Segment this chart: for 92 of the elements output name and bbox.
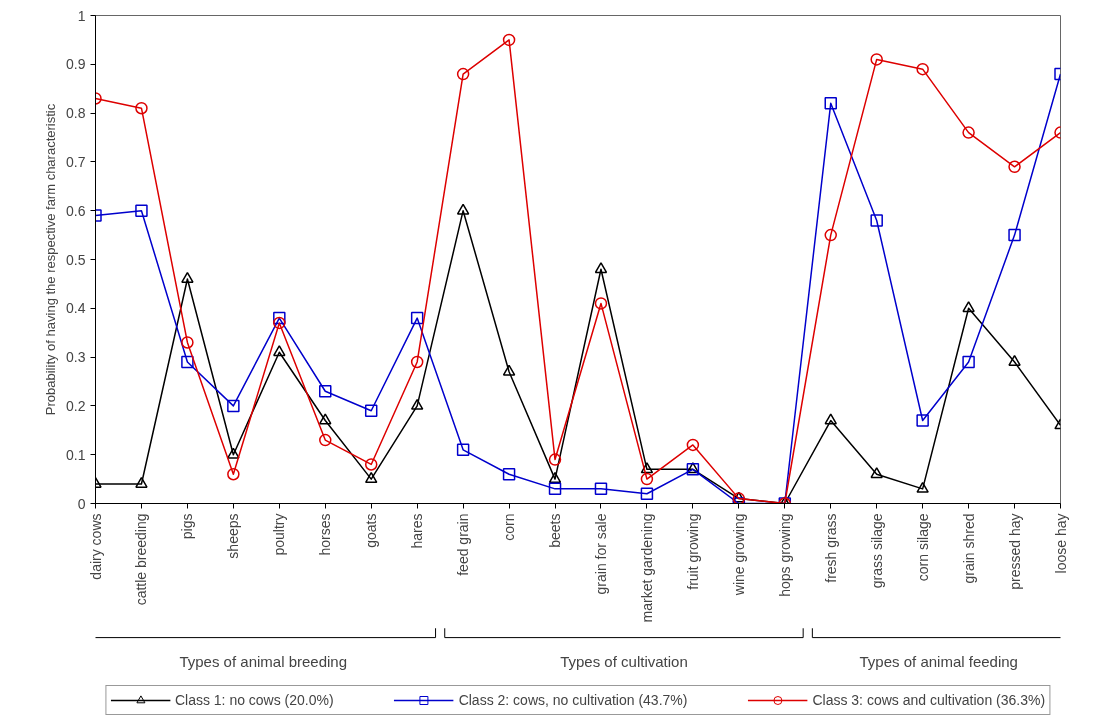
- x-tick-label: market gardening: [638, 513, 655, 623]
- y-axis-title: Probability of having the respective farm characteristic: [43, 103, 59, 416]
- point: [548, 472, 562, 484]
- x-tick-label: wine growing: [730, 513, 747, 597]
- point: [227, 467, 240, 481]
- y-tick-label: 0.9: [66, 56, 86, 73]
- y-tick-label: 0.3: [66, 349, 86, 366]
- point: [319, 385, 332, 398]
- legend-label: Class 2: cows, no cultivation (43.7%): [458, 692, 688, 708]
- point: [916, 62, 929, 76]
- point: [364, 472, 378, 484]
- y-tick-label: 0.6: [66, 202, 86, 219]
- point: [502, 467, 516, 481]
- point: [916, 481, 929, 493]
- point: [1008, 160, 1021, 174]
- point: [319, 433, 332, 447]
- point: [181, 336, 194, 349]
- y-tick-label: 0.5: [66, 251, 86, 268]
- legend-label: Class 3: cows and cultivation (36.3%): [812, 692, 1046, 708]
- x-tick-label: dairy cows: [87, 513, 104, 580]
- point: [640, 487, 654, 500]
- point: [181, 271, 194, 283]
- x-tick-label: pigs: [179, 513, 196, 540]
- point: [227, 399, 240, 413]
- x-tick-label: corn silage: [914, 513, 931, 582]
- legend-label: Class 1: no cows (20.0%): [174, 692, 334, 708]
- point: [273, 311, 286, 325]
- point: [273, 316, 286, 330]
- point: [594, 297, 608, 310]
- y-tick-label: 0.1: [66, 446, 86, 463]
- point: [594, 482, 608, 496]
- x-tick-label: horses: [317, 513, 334, 556]
- point: [548, 453, 562, 466]
- x-tick-label: sheeps: [225, 513, 242, 559]
- x-tick-label: hares: [409, 513, 426, 549]
- y-tick-label: 1: [77, 7, 86, 24]
- point: [962, 301, 975, 313]
- y-tick-label: 0: [77, 495, 86, 512]
- point: [181, 355, 194, 369]
- x-tick-label: fruit growing: [684, 513, 701, 590]
- point: [870, 53, 883, 66]
- point: [640, 472, 654, 486]
- point: [410, 398, 424, 410]
- point: [962, 355, 975, 369]
- point: [456, 203, 470, 215]
- point: [364, 458, 378, 471]
- text: Types of animal feeding: [859, 652, 1018, 670]
- x-tick-label: grass silage: [868, 513, 885, 589]
- x-tick-label: hops growing: [776, 513, 793, 597]
- x-tick-label: loose hay: [1052, 513, 1069, 574]
- point: [870, 467, 883, 479]
- y-tick-label: 0.8: [66, 105, 86, 122]
- x-tick-label: fresh grass: [822, 513, 839, 583]
- point: [227, 447, 240, 459]
- point: [916, 414, 929, 427]
- point: [1008, 228, 1021, 242]
- x-tick-label: goats: [363, 513, 380, 548]
- point: [548, 482, 562, 496]
- x-tick-label: corn: [501, 513, 518, 541]
- point: [686, 438, 700, 452]
- point: [135, 476, 148, 488]
- text: Types of animal breeding: [179, 652, 348, 670]
- point: [1008, 354, 1021, 366]
- x-tick-label: poultry: [271, 513, 288, 556]
- point: [364, 404, 378, 418]
- point: [135, 204, 148, 217]
- text: Types of cultivation: [560, 652, 688, 670]
- y-tick-label: 0.7: [66, 153, 86, 170]
- x-tick-label: feed grain: [455, 513, 472, 576]
- point: [456, 67, 470, 81]
- point: [456, 443, 470, 457]
- y-tick-label: 0.2: [66, 397, 86, 414]
- x-tick-label: beets: [547, 513, 564, 548]
- y-tick-label: 0.4: [66, 300, 86, 317]
- point: [410, 355, 424, 369]
- point: [502, 364, 516, 376]
- x-tick-label: cattle breeding: [133, 513, 150, 606]
- point: [135, 101, 148, 115]
- point: [502, 33, 516, 47]
- point: [824, 413, 837, 425]
- x-tick-label: grain shred: [960, 513, 977, 584]
- point: [824, 228, 837, 242]
- point: [962, 126, 975, 139]
- point: [824, 97, 837, 110]
- point: [640, 462, 654, 474]
- x-tick-label: pressed hay: [1006, 513, 1023, 590]
- point: [410, 311, 424, 325]
- point: [870, 214, 883, 227]
- point: [319, 413, 332, 425]
- x-tick-label: grain for sale: [592, 513, 609, 595]
- point: [594, 262, 608, 274]
- point: [273, 345, 286, 357]
